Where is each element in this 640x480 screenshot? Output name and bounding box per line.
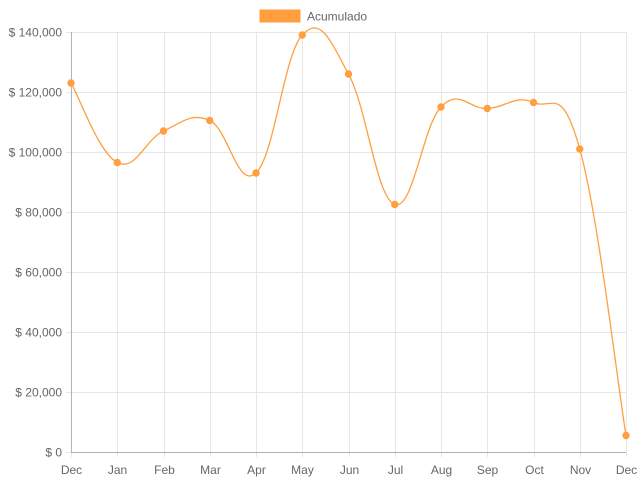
x-tick-label: Oct	[525, 463, 544, 477]
x-tick-label: Dec	[61, 463, 82, 477]
x-tick-label: Apr	[247, 463, 266, 477]
legend[interactable]: Acumulado	[259, 9, 367, 24]
x-tick-label: Aug	[431, 463, 452, 477]
legend-label-acumulado: Acumulado	[307, 10, 367, 24]
grid-layer	[66, 32, 627, 457]
legend-swatch-acumulado	[259, 9, 301, 23]
x-tick-label: Nov	[570, 463, 591, 477]
x-tick-label: Dec	[616, 463, 637, 477]
data-point[interactable]	[298, 31, 306, 39]
data-point[interactable]	[622, 431, 630, 440]
data-point[interactable]	[576, 145, 584, 153]
x-tick-label: Feb	[154, 463, 175, 477]
y-tick-label: $ 40,000	[15, 326, 62, 340]
x-tick-label: Jul	[388, 463, 403, 477]
y-tick-label: $ 0	[45, 446, 62, 460]
y-tick-label: $ 120,000	[9, 86, 63, 100]
y-tick-label: $ 100,000	[9, 146, 63, 160]
x-tick-label: Sep	[477, 463, 499, 477]
data-point[interactable]	[67, 79, 75, 87]
data-point[interactable]	[206, 116, 214, 125]
series-line-acumulado	[70, 27, 627, 436]
y-tick-label: $ 20,000	[15, 386, 62, 400]
data-point[interactable]	[344, 70, 353, 78]
data-point[interactable]	[252, 169, 260, 177]
data-point[interactable]	[113, 158, 121, 167]
y-tick-label: $ 60,000	[15, 266, 62, 280]
data-point[interactable]	[529, 98, 538, 107]
data-point[interactable]	[391, 200, 399, 209]
data-point[interactable]	[483, 104, 491, 113]
y-tick-label: $ 140,000	[9, 26, 63, 40]
axes: $ 0 $ 20,000 $ 40,000 $ 60,000 $ 80,000 $ 100…	[9, 26, 638, 478]
y-tick-label: $ 80,000	[15, 206, 62, 220]
series-layer	[67, 27, 630, 440]
data-point[interactable]	[159, 127, 168, 135]
x-tick-label: Jun	[340, 463, 359, 477]
data-point[interactable]	[437, 103, 445, 111]
x-tick-label: Mar	[200, 463, 221, 477]
x-tick-label: May	[291, 463, 314, 477]
x-tick-label: Jan	[108, 463, 127, 477]
